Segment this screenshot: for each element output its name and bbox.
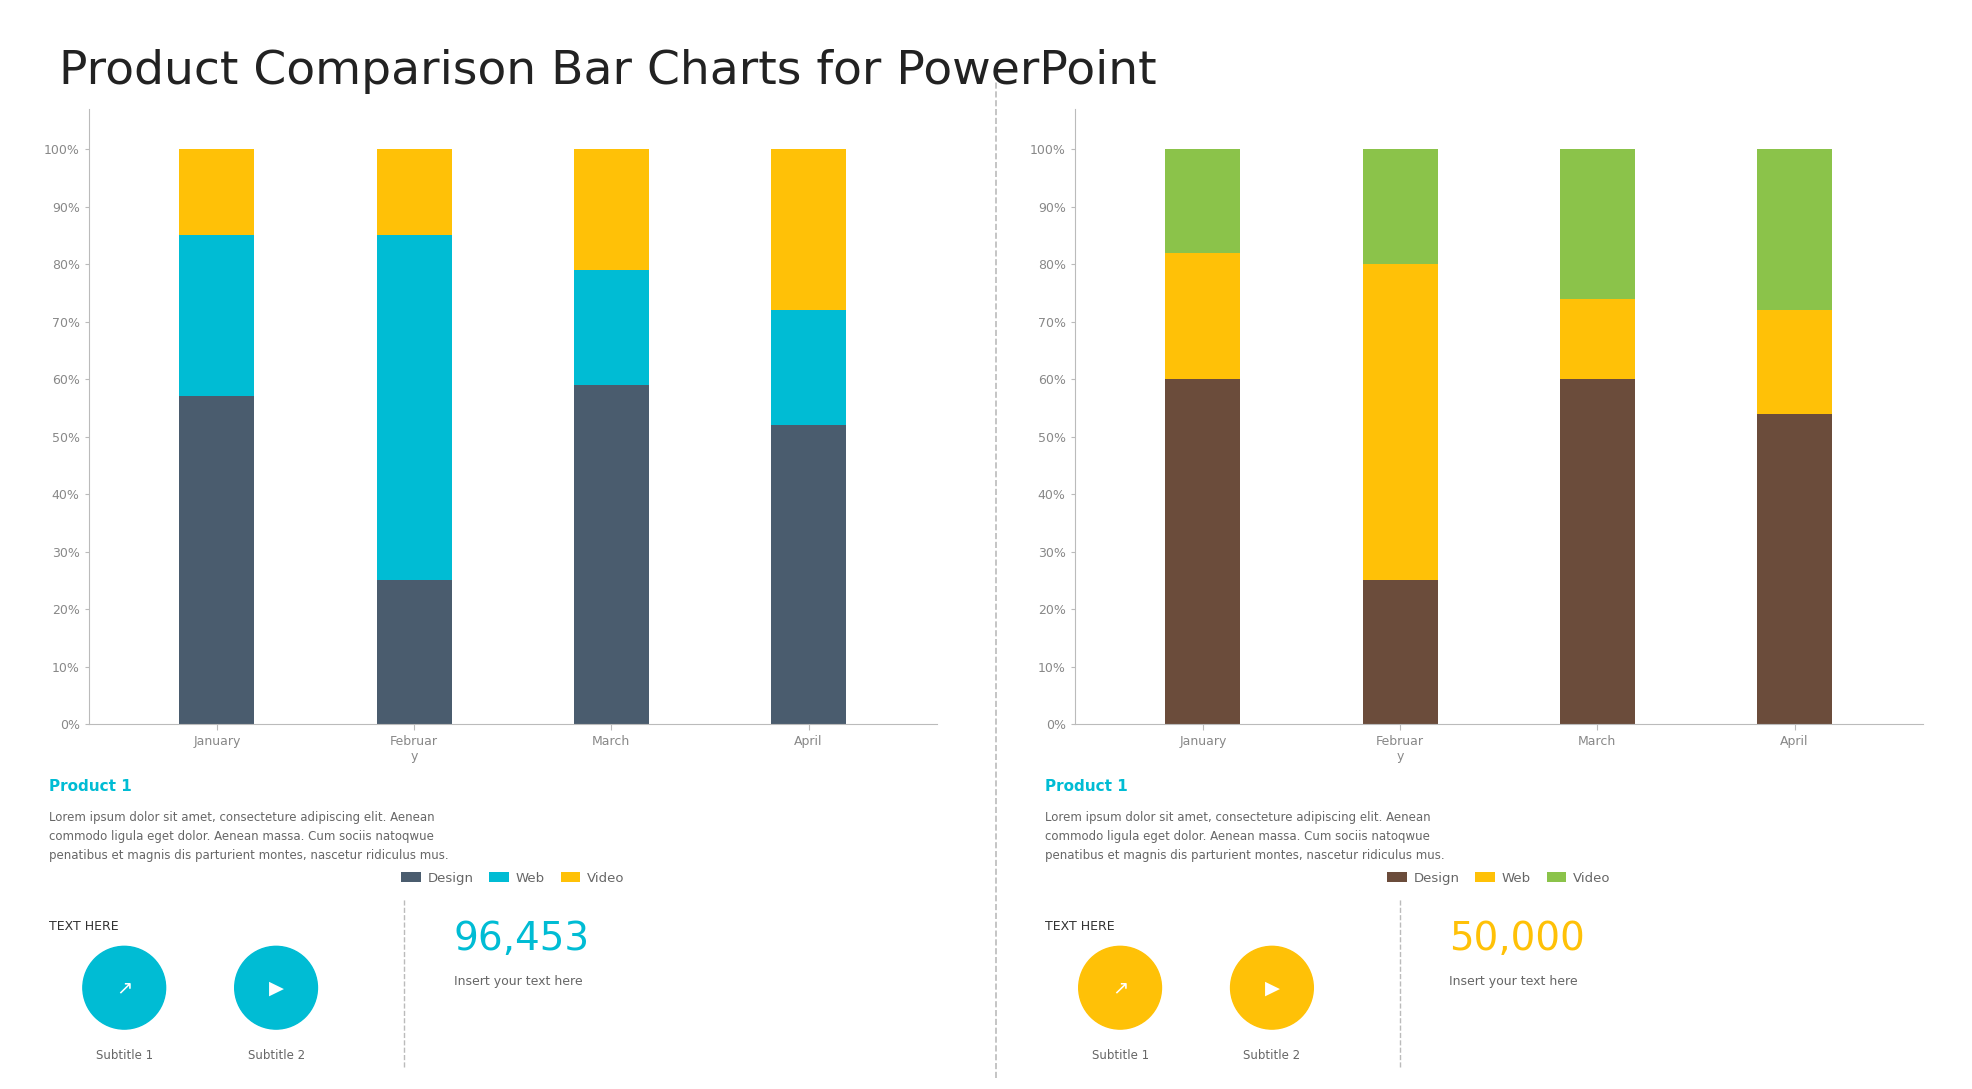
Bar xyxy=(574,270,649,384)
Text: Subtitle 2: Subtitle 2 xyxy=(1244,1049,1300,1062)
Bar xyxy=(1165,149,1240,253)
Text: 50,000: 50,000 xyxy=(1449,920,1585,958)
Bar xyxy=(771,310,846,425)
Bar xyxy=(377,580,452,724)
Text: Lorem ipsum dolor sit amet, consecteture adipiscing elit. Aenean
commodo ligula : Lorem ipsum dolor sit amet, consecteture… xyxy=(1045,811,1445,862)
Legend: Design, Web, Video: Design, Web, Video xyxy=(1382,867,1615,890)
Text: Insert your text here: Insert your text here xyxy=(454,975,582,988)
Bar xyxy=(1165,253,1240,379)
Text: Subtitle 1: Subtitle 1 xyxy=(97,1049,152,1062)
Text: Product Comparison Bar Charts for PowerPoint: Product Comparison Bar Charts for PowerP… xyxy=(59,49,1158,94)
Legend: Design, Web, Video: Design, Web, Video xyxy=(396,867,629,890)
Bar xyxy=(574,384,649,724)
Bar xyxy=(179,149,254,235)
Text: ▶: ▶ xyxy=(1264,978,1280,998)
Text: ↗: ↗ xyxy=(1112,978,1128,998)
Bar xyxy=(377,235,452,580)
Text: Product 1: Product 1 xyxy=(49,779,132,794)
Bar xyxy=(1560,298,1635,379)
Bar xyxy=(1165,379,1240,724)
Bar xyxy=(179,235,254,396)
Text: ▶: ▶ xyxy=(268,978,284,998)
Text: ↗: ↗ xyxy=(116,978,132,998)
Bar xyxy=(1757,310,1832,414)
Bar xyxy=(179,396,254,724)
Bar xyxy=(1560,379,1635,724)
Text: Lorem ipsum dolor sit amet, consecteture adipiscing elit. Aenean
commodo ligula : Lorem ipsum dolor sit amet, consecteture… xyxy=(49,811,450,862)
Bar xyxy=(771,149,846,310)
Bar xyxy=(1363,265,1438,580)
Bar xyxy=(1363,580,1438,724)
Text: Subtitle 1: Subtitle 1 xyxy=(1092,1049,1148,1062)
Text: 96,453: 96,453 xyxy=(454,920,590,958)
Text: Product 1: Product 1 xyxy=(1045,779,1128,794)
Bar xyxy=(1560,149,1635,298)
Text: TEXT HERE: TEXT HERE xyxy=(49,920,118,933)
Bar xyxy=(1757,149,1832,310)
Text: TEXT HERE: TEXT HERE xyxy=(1045,920,1114,933)
Bar xyxy=(377,149,452,235)
Text: Subtitle 2: Subtitle 2 xyxy=(248,1049,304,1062)
Text: Insert your text here: Insert your text here xyxy=(1449,975,1578,988)
Bar xyxy=(1363,149,1438,265)
Bar xyxy=(574,149,649,270)
Bar xyxy=(771,425,846,724)
Bar xyxy=(1757,414,1832,724)
